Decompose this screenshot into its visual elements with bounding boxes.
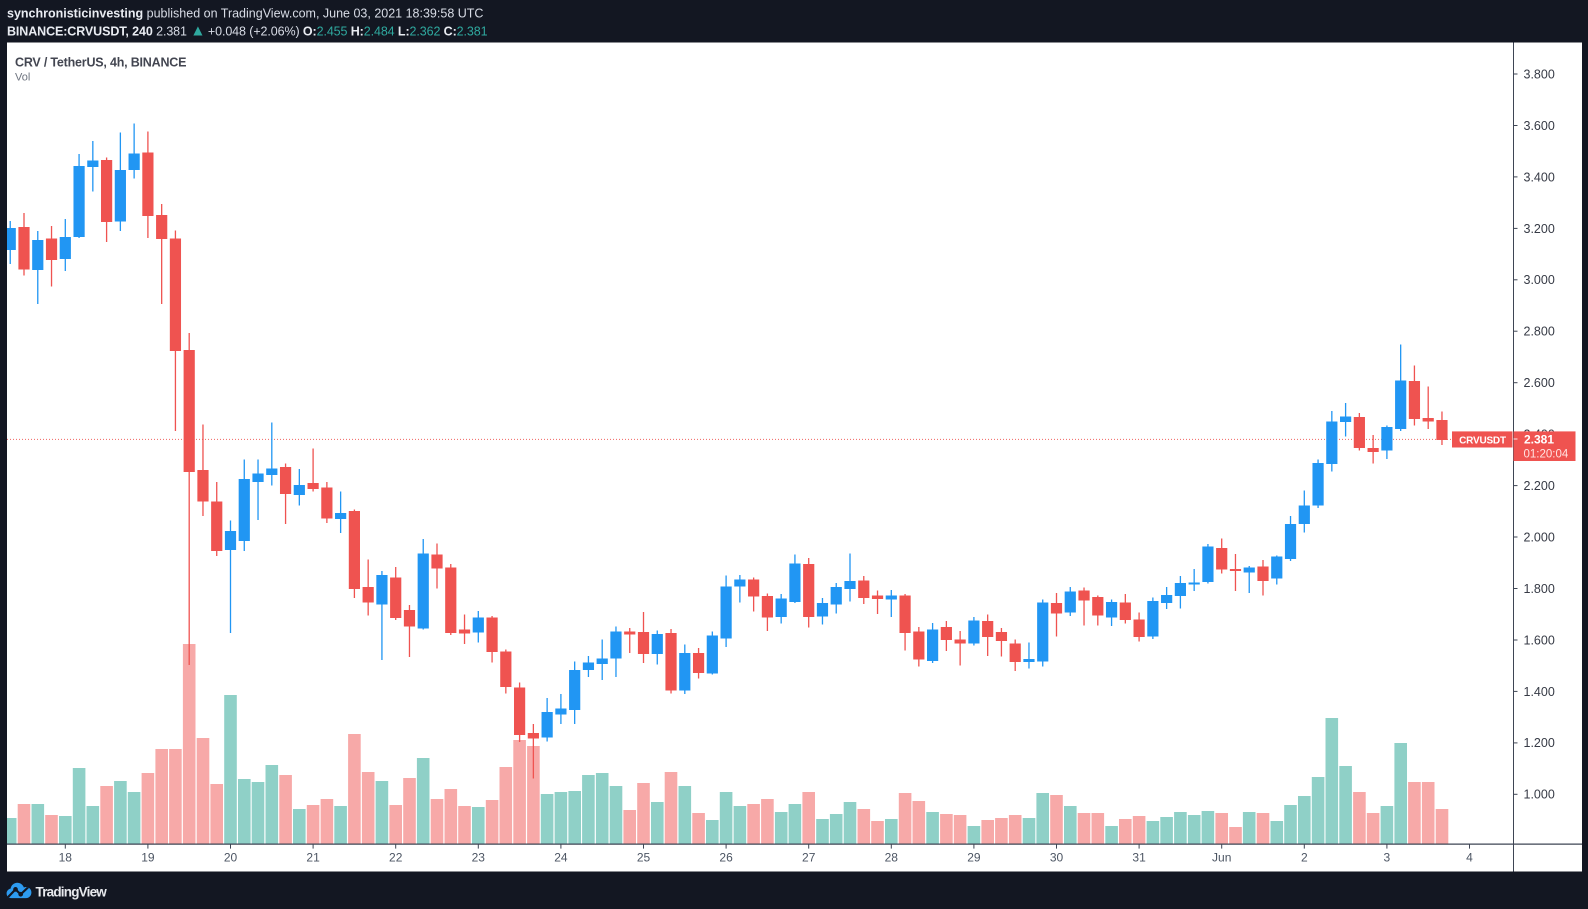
- svg-text:1.600: 1.600: [1524, 633, 1555, 647]
- svg-text:BINANCE:CRVUSDT, 240 2.381 ▲ +: BINANCE:CRVUSDT, 240 2.381 ▲ +0.048 (+2.…: [7, 23, 488, 40]
- svg-text:4: 4: [1466, 851, 1473, 865]
- svg-text:26: 26: [719, 851, 733, 865]
- svg-text:27: 27: [802, 851, 816, 865]
- svg-text:1.800: 1.800: [1524, 582, 1555, 596]
- svg-text:23: 23: [472, 851, 486, 865]
- svg-text:3.600: 3.600: [1524, 119, 1555, 133]
- svg-text:1.400: 1.400: [1524, 685, 1555, 699]
- svg-text:19: 19: [141, 851, 155, 865]
- svg-text:30: 30: [1050, 851, 1064, 865]
- svg-text:2.800: 2.800: [1524, 325, 1555, 339]
- svg-text:31: 31: [1132, 851, 1146, 865]
- svg-text:1.200: 1.200: [1524, 736, 1555, 750]
- svg-text:28: 28: [885, 851, 899, 865]
- svg-text:22: 22: [389, 851, 403, 865]
- svg-text:24: 24: [554, 851, 568, 865]
- svg-text:3.800: 3.800: [1524, 67, 1555, 81]
- svg-text:synchronisticinvesting publish: synchronisticinvesting published on Trad…: [7, 7, 483, 21]
- svg-text:20: 20: [224, 851, 238, 865]
- svg-text:2.200: 2.200: [1524, 479, 1555, 493]
- svg-text:18: 18: [59, 851, 73, 865]
- svg-text:TradingView: TradingView: [36, 884, 108, 899]
- svg-text:3.000: 3.000: [1524, 273, 1555, 287]
- svg-text:29: 29: [967, 851, 981, 865]
- svg-text:CRVUSDT: CRVUSDT: [1459, 435, 1506, 446]
- svg-text:2: 2: [1301, 851, 1308, 865]
- svg-text:2.600: 2.600: [1524, 376, 1555, 390]
- svg-text:3.200: 3.200: [1524, 222, 1555, 236]
- svg-text:2.381: 2.381: [1524, 432, 1554, 446]
- svg-text:1.000: 1.000: [1524, 788, 1555, 802]
- svg-text:Jun: Jun: [1212, 851, 1231, 865]
- svg-text:3.400: 3.400: [1524, 170, 1555, 184]
- svg-text:3: 3: [1384, 851, 1391, 865]
- svg-text:Vol: Vol: [15, 71, 30, 83]
- svg-text:25: 25: [637, 851, 651, 865]
- svg-text:CRV / TetherUS, 4h, BINANCE: CRV / TetherUS, 4h, BINANCE: [15, 56, 186, 70]
- svg-text:2.000: 2.000: [1524, 530, 1555, 544]
- svg-text:01:20:04: 01:20:04: [1524, 448, 1569, 460]
- svg-text:21: 21: [306, 851, 320, 865]
